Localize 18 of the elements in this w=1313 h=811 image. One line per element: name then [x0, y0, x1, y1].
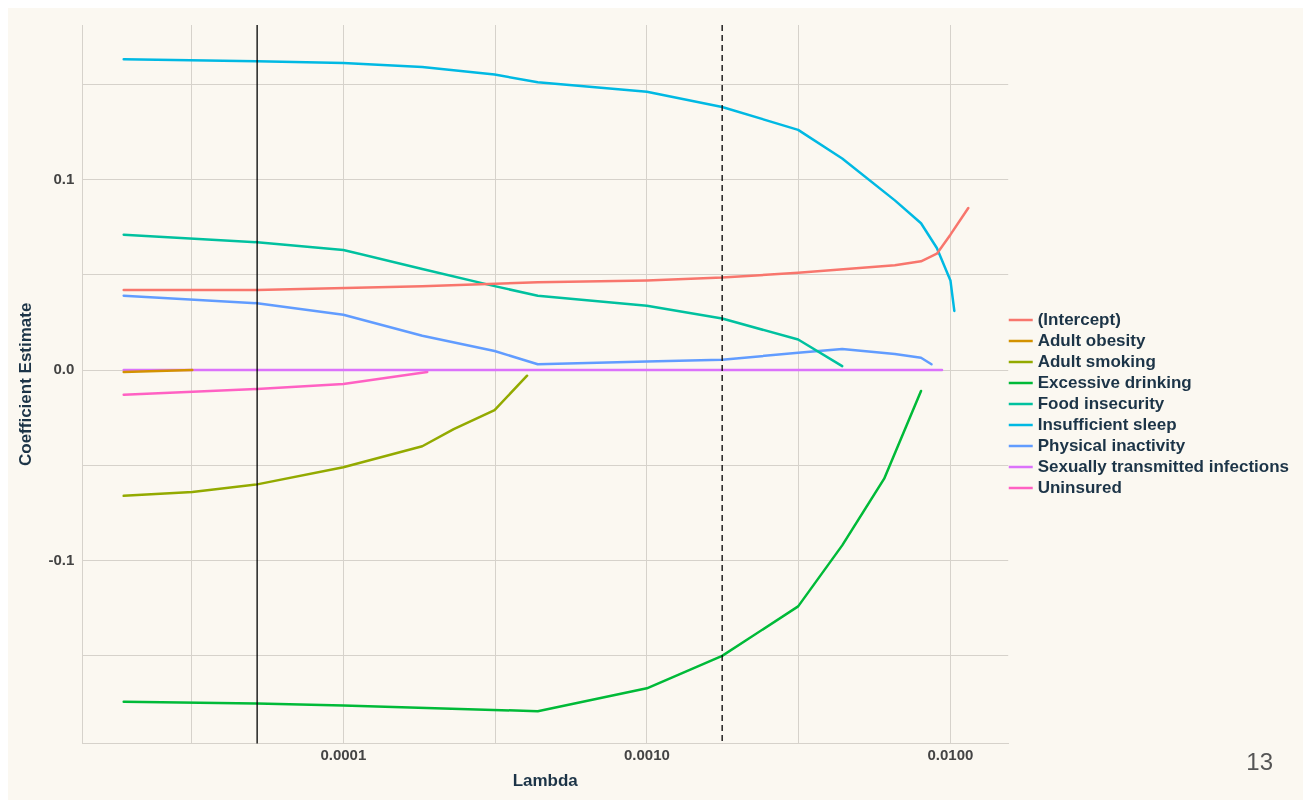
legend-label: Uninsured: [1037, 477, 1122, 497]
legend-label: Adult smoking: [1037, 351, 1156, 371]
legend-label: Sexually transmitted infections: [1037, 456, 1290, 476]
y-tick-label: 0.1: [53, 169, 75, 187]
y-tick-label: -0.1: [48, 550, 75, 568]
legend-label: Excessive drinking: [1037, 372, 1192, 392]
y-axis-title: Coefficient Estimate: [15, 302, 35, 467]
x-tick-label: 0.0001: [320, 745, 367, 763]
x-tick-label: 0.0100: [927, 745, 974, 763]
y-tick-label: 0.0: [53, 360, 75, 378]
legend-label: Food insecurity: [1037, 393, 1165, 413]
legend-label: Adult obesity: [1037, 330, 1146, 350]
x-tick-label: 0.0010: [623, 745, 670, 763]
legend-label: (Intercept): [1037, 309, 1121, 329]
x-axis-title: Lambda: [512, 771, 579, 791]
text: 13: [1246, 748, 1273, 775]
legend-label: Insufficient sleep: [1037, 414, 1177, 434]
legend-label: Physical inactivity: [1037, 435, 1186, 455]
